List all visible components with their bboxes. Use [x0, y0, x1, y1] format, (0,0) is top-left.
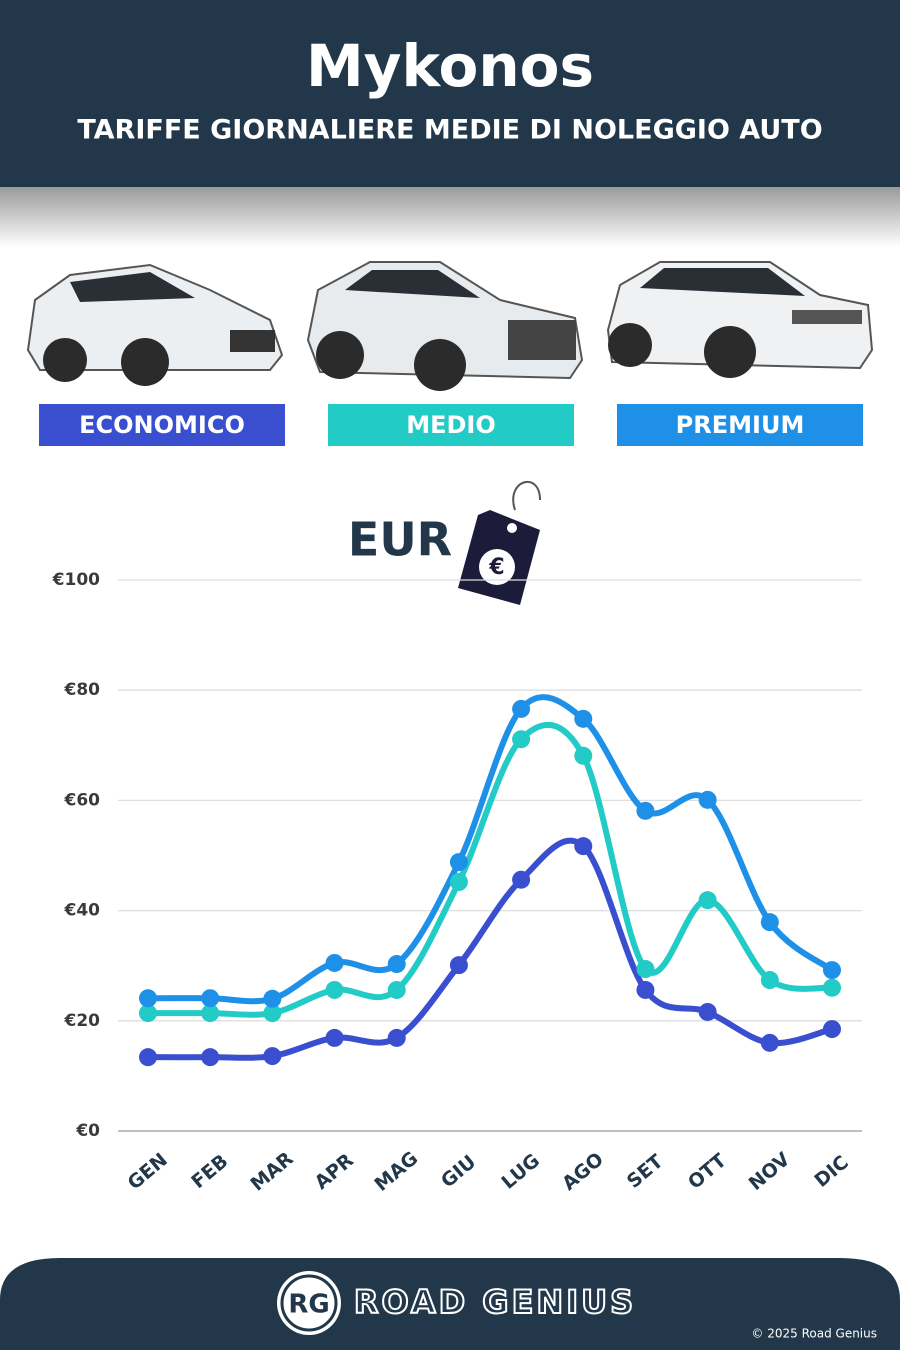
data-point: [139, 989, 157, 1008]
y-tick-label: €100: [52, 570, 100, 590]
data-point: [760, 913, 779, 932]
legend-label: PREMIUM: [676, 411, 805, 439]
title: Mykonos: [306, 32, 594, 100]
legend-swatch: [328, 404, 574, 446]
y-tick-label: €40: [64, 901, 101, 921]
data-point: [201, 989, 220, 1008]
legend-swatch: [617, 404, 863, 446]
svg-text:€: €: [488, 555, 504, 580]
y-tick-label: €0: [75, 1121, 100, 1141]
logo-circle: [277, 1271, 341, 1335]
y-tick-label: €20: [64, 1011, 101, 1031]
data-point: [512, 730, 531, 749]
data-point: [574, 709, 593, 728]
y-tick-label: €60: [64, 790, 101, 810]
data-point: [263, 989, 282, 1008]
data-point: [760, 971, 779, 990]
data-point: [512, 699, 531, 718]
data-point: [201, 1004, 220, 1023]
data-point: [387, 980, 406, 999]
legend-label: ECONOMICO: [79, 411, 245, 439]
data-point: [823, 961, 841, 980]
header: [0, 0, 900, 187]
footer: [0, 1258, 900, 1350]
data-point: [698, 790, 717, 809]
data-point: [636, 960, 655, 979]
legend: ECONOMICO MEDIO PREMIUM: [39, 404, 863, 446]
data-point: [449, 872, 468, 891]
car-premium: [606, 261, 874, 378]
data-point: [823, 1020, 841, 1039]
data-point: [263, 1047, 282, 1066]
legend-label: MEDIO: [406, 411, 496, 439]
data-point: [325, 980, 344, 999]
data-point: [325, 1028, 344, 1047]
data-point: [823, 978, 841, 997]
data-point: [201, 1048, 220, 1067]
data-point: [636, 801, 655, 820]
data-point: [325, 953, 344, 972]
data-point: [449, 956, 468, 975]
logo-ring: [280, 1274, 338, 1332]
unit-label: EUR: [348, 513, 452, 567]
brand: ROAD GENIUS: [354, 1283, 636, 1321]
data-point: [449, 853, 468, 872]
data-point: [574, 837, 593, 856]
car-economico: [26, 263, 284, 386]
y-tick-label: €80: [64, 680, 101, 700]
copyright: © 2025 Road Genius: [751, 1327, 877, 1341]
data-point: [698, 1002, 717, 1021]
series-line: [147, 694, 834, 1005]
price-tag: €: [458, 480, 541, 605]
data-point: [139, 1004, 157, 1023]
data-point: [263, 1004, 282, 1023]
data-point: [574, 746, 593, 765]
logo-text: RG: [288, 1290, 329, 1320]
legend-swatch: [39, 404, 285, 446]
data-point: [698, 891, 717, 910]
data-point: [139, 1048, 157, 1067]
data-point: [760, 1033, 779, 1052]
header-shadow: [0, 187, 900, 247]
data-point: [387, 955, 406, 974]
car-medio: [306, 261, 584, 391]
data-point: [636, 980, 655, 999]
data-point: [512, 870, 531, 889]
subtitle: TARIFFE GIORNALIERE MEDIE DI NOLEGGIO AU…: [77, 115, 822, 146]
data-point: [387, 1028, 406, 1047]
